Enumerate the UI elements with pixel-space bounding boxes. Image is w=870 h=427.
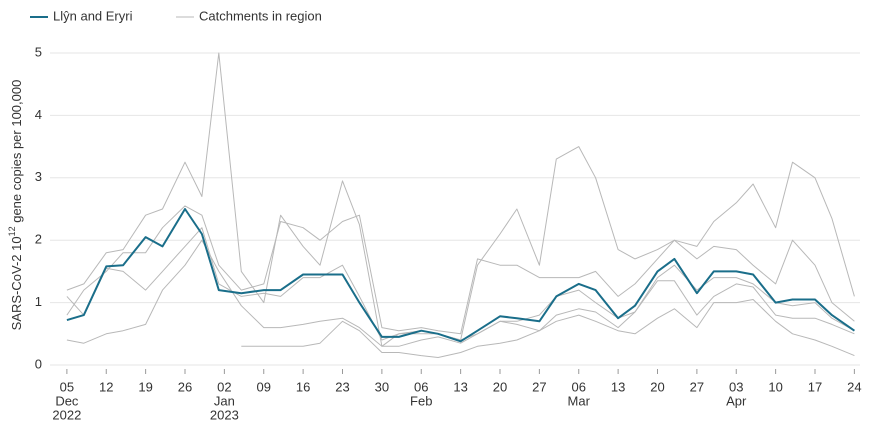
y-tick-label: 3 (35, 169, 42, 184)
x-tick-label: Mar (568, 393, 591, 408)
x-tick-label: 16 (296, 379, 310, 394)
x-tick-label: 12 (99, 379, 113, 394)
catchment-line (241, 299, 855, 358)
y-tick-label: 4 (35, 107, 42, 122)
x-tick-label: 02 (217, 379, 231, 394)
x-tick-label: 13 (453, 379, 467, 394)
x-tick-label: 20 (493, 379, 507, 394)
catchment-line (66, 239, 855, 347)
x-tick-label: 05 (60, 379, 74, 394)
legend-label: Llŷn and Eryri (53, 8, 133, 23)
series-line (66, 208, 855, 343)
x-tick-label: 06 (572, 379, 586, 394)
y-label-part: SARS-CoV-2 10 (9, 236, 24, 330)
y-tick-label: 1 (35, 294, 42, 309)
x-tick-label: 24 (847, 379, 861, 394)
x-tick-label: 27 (690, 379, 704, 394)
x-tick-label: 06 (414, 379, 428, 394)
y-tick-label: 5 (35, 44, 42, 59)
y-tick-label: 0 (35, 356, 42, 371)
x-tick-label: Feb (410, 393, 432, 408)
x-tick-label: 13 (611, 379, 625, 394)
x-tick-label: 2023 (210, 407, 239, 422)
x-tick-label: 10 (768, 379, 782, 394)
x-tick-label: 09 (257, 379, 271, 394)
x-tick-label: 03 (729, 379, 743, 394)
x-tick-label: 30 (375, 379, 389, 394)
y-tick-label: 2 (35, 232, 42, 247)
y-axis-label: SARS-CoV-2 1012 gene copies per 100,000 (7, 80, 24, 331)
legend-label: Catchments in region (199, 8, 322, 23)
x-tick-label: 19 (138, 379, 152, 394)
x-tick-label: 27 (532, 379, 546, 394)
y-label-sup: 12 (7, 226, 17, 236)
x-tick-label: Jan (214, 393, 235, 408)
x-tick-label: 20 (650, 379, 664, 394)
x-tick-label: 23 (335, 379, 349, 394)
catchment-line (66, 227, 855, 341)
x-tick-label: 26 (178, 379, 192, 394)
x-tick-label: Dec (55, 393, 79, 408)
x-tick-label: 2022 (52, 407, 81, 422)
y-label-part: gene copies per 100,000 (9, 80, 24, 227)
x-tick-label: Apr (726, 393, 747, 408)
x-tick-label: 17 (808, 379, 822, 394)
catchment-line (66, 205, 855, 335)
